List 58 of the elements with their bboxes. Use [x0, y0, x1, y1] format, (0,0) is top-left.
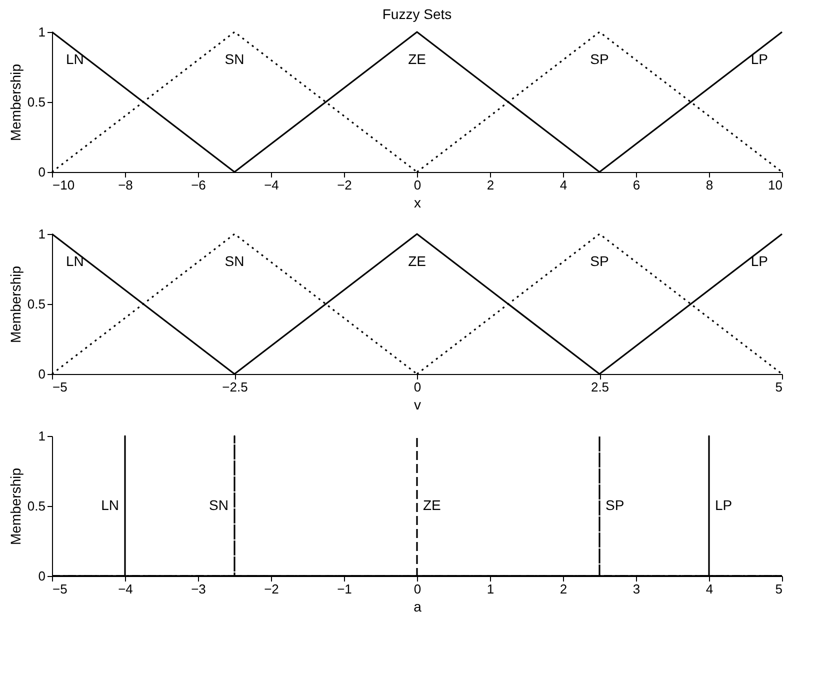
x-tick-label: 2	[560, 582, 568, 596]
series-label: SP	[606, 497, 624, 513]
y-tick-label: 0.5	[27, 296, 46, 312]
x-tick-label: 0	[414, 380, 422, 394]
y-tick-label: 0	[38, 568, 46, 584]
y-tick-label: 0	[38, 164, 46, 180]
series-label: SN	[209, 497, 228, 513]
series-label: LP	[750, 51, 768, 67]
x-axis-title: x	[414, 194, 421, 210]
series-label: ZE	[408, 253, 426, 269]
x-tick-label: −4	[264, 178, 279, 192]
x-tick-label: 5	[775, 582, 782, 596]
x-tick-label: 3	[632, 582, 640, 596]
y-tick-label: 0.5	[27, 498, 46, 514]
y-tick-label: 0.5	[27, 94, 46, 110]
y-tick-label: 0	[38, 366, 46, 382]
series-label: LP	[715, 497, 732, 513]
x-tick-label: 2	[486, 178, 494, 192]
x-tick-label: 2.5	[590, 380, 610, 394]
x-tick-label: −5	[52, 380, 68, 394]
x-tick-label: −2	[337, 178, 352, 192]
series-label: LN	[66, 51, 84, 67]
x-tick-label: 0	[414, 582, 422, 596]
x-tick-label: 8	[706, 178, 714, 192]
x-tick-label: −10	[52, 178, 75, 192]
x-tick-label: 4	[706, 582, 714, 596]
x-axis-title: a	[414, 598, 422, 614]
x-tick-label: −3	[191, 582, 206, 596]
series-label: SN	[224, 253, 244, 269]
y-axis-title: Membership	[7, 266, 24, 344]
y-tick-label: 1	[38, 428, 46, 444]
series-label: LP	[750, 253, 768, 269]
x-tick-label: 5	[775, 380, 782, 394]
series-label: SP	[590, 253, 609, 269]
series-label: ZE	[423, 497, 441, 513]
x-tick-label: 1	[486, 582, 494, 596]
y-tick-label: 1	[38, 226, 46, 242]
x-tick-label: −6	[191, 178, 206, 192]
x-tick-label: −8	[118, 178, 133, 192]
x-tick-label: −1	[337, 582, 352, 596]
x-axis-title: v	[414, 396, 421, 412]
y-axis-title: Membership	[7, 64, 24, 142]
x-tick-label: −2	[264, 582, 279, 596]
x-tick-label: 6	[632, 178, 640, 192]
chart-title: Fuzzy Sets	[382, 6, 452, 22]
series-label: SN	[224, 51, 244, 67]
y-tick-label: 1	[38, 24, 46, 40]
series-label: SP	[590, 51, 609, 67]
x-tick-label: −5	[52, 582, 68, 596]
y-axis-title: Membership	[7, 468, 24, 546]
x-tick-label: 10	[768, 178, 782, 192]
x-tick-label: 0	[414, 178, 422, 192]
series-label: ZE	[408, 51, 426, 67]
series-label: LN	[66, 253, 84, 269]
x-tick-label: −2.5	[222, 380, 248, 394]
x-tick-label: −4	[118, 582, 133, 596]
x-tick-label: 4	[560, 178, 568, 192]
series-label: LN	[101, 497, 119, 513]
